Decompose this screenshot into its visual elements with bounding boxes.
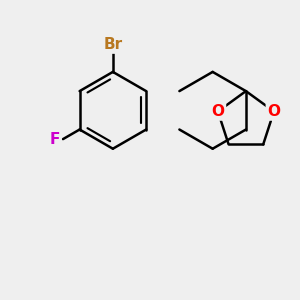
Text: O: O xyxy=(212,104,224,119)
Text: O: O xyxy=(267,104,280,119)
Text: F: F xyxy=(50,132,60,147)
Text: Br: Br xyxy=(103,37,122,52)
